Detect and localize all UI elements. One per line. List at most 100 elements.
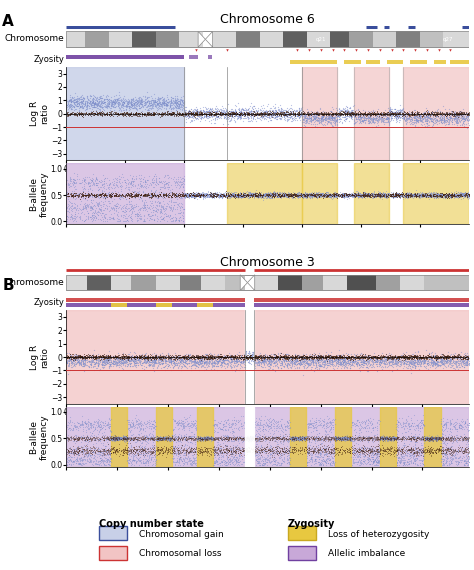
Point	[154, 434, 161, 443]
Point	[201, 355, 208, 364]
Point	[182, 192, 189, 201]
Point	[177, 352, 184, 361]
Point	[244, 434, 252, 443]
Point	[107, 352, 114, 361]
Point	[250, 431, 257, 441]
Point	[247, 112, 255, 121]
Point	[441, 190, 449, 199]
Point	[313, 436, 321, 445]
Point	[127, 214, 135, 223]
Point	[389, 352, 397, 361]
Point	[74, 450, 82, 459]
Point	[275, 355, 283, 364]
Point	[299, 192, 306, 201]
Point	[168, 434, 175, 443]
Point	[389, 194, 397, 203]
Point	[183, 355, 191, 364]
Point	[463, 194, 470, 203]
Point	[333, 353, 341, 363]
Point	[284, 448, 292, 457]
Point	[453, 109, 461, 118]
Point	[285, 191, 292, 200]
Point	[159, 434, 166, 443]
Point	[124, 110, 131, 119]
Point	[85, 200, 92, 209]
Point	[127, 446, 134, 455]
Point	[292, 351, 300, 360]
Point	[306, 113, 313, 123]
Point	[224, 193, 232, 202]
Point	[136, 357, 143, 367]
Point	[382, 192, 390, 201]
Point	[117, 353, 124, 363]
Point	[136, 443, 144, 453]
Point	[186, 446, 194, 455]
Point	[257, 109, 265, 119]
Point	[317, 361, 324, 370]
Point	[141, 445, 148, 454]
Point	[415, 111, 422, 120]
Point	[294, 111, 302, 120]
Point	[285, 434, 293, 443]
Point	[197, 107, 205, 116]
Point	[428, 435, 435, 444]
Point	[234, 109, 241, 119]
Point	[202, 112, 210, 121]
Point	[318, 118, 325, 127]
Point	[376, 358, 384, 367]
Point	[159, 194, 167, 203]
Point	[199, 434, 207, 443]
Point	[186, 111, 193, 120]
Point	[288, 352, 296, 361]
Point	[376, 449, 384, 458]
Point	[260, 351, 267, 360]
Point	[415, 447, 423, 456]
Point	[433, 110, 440, 119]
Point	[436, 193, 444, 202]
Point	[371, 357, 379, 367]
Point	[397, 447, 404, 457]
Point	[383, 436, 391, 445]
Point	[308, 192, 316, 201]
Point	[279, 192, 287, 201]
Point	[270, 194, 278, 203]
Point	[288, 191, 296, 200]
Point	[132, 193, 139, 202]
Point	[163, 352, 170, 361]
Point	[165, 360, 173, 369]
Point	[458, 435, 466, 444]
Point	[188, 443, 196, 452]
Point	[420, 447, 428, 457]
Point	[368, 109, 376, 119]
Point	[148, 442, 155, 451]
Point	[401, 419, 409, 428]
Point	[409, 111, 416, 120]
Point	[118, 190, 126, 199]
Point	[149, 110, 156, 119]
Point	[339, 109, 347, 119]
Point	[174, 443, 182, 453]
Point	[133, 416, 141, 425]
Point	[326, 447, 333, 457]
Point	[393, 458, 401, 467]
Point	[423, 112, 431, 121]
Point	[137, 93, 145, 103]
Point	[368, 188, 375, 197]
Point	[267, 423, 275, 432]
Point	[243, 432, 251, 441]
Point	[277, 112, 284, 121]
Point	[339, 107, 346, 116]
Point	[296, 358, 303, 367]
Point	[353, 453, 360, 462]
Point	[216, 355, 223, 364]
Point	[206, 444, 213, 453]
Point	[85, 417, 93, 426]
Point	[293, 357, 301, 366]
Point	[180, 217, 187, 226]
Point	[206, 110, 214, 119]
Point	[115, 108, 122, 117]
Point	[264, 193, 271, 202]
Point	[264, 189, 271, 198]
Point	[326, 447, 333, 456]
Point	[151, 352, 158, 361]
